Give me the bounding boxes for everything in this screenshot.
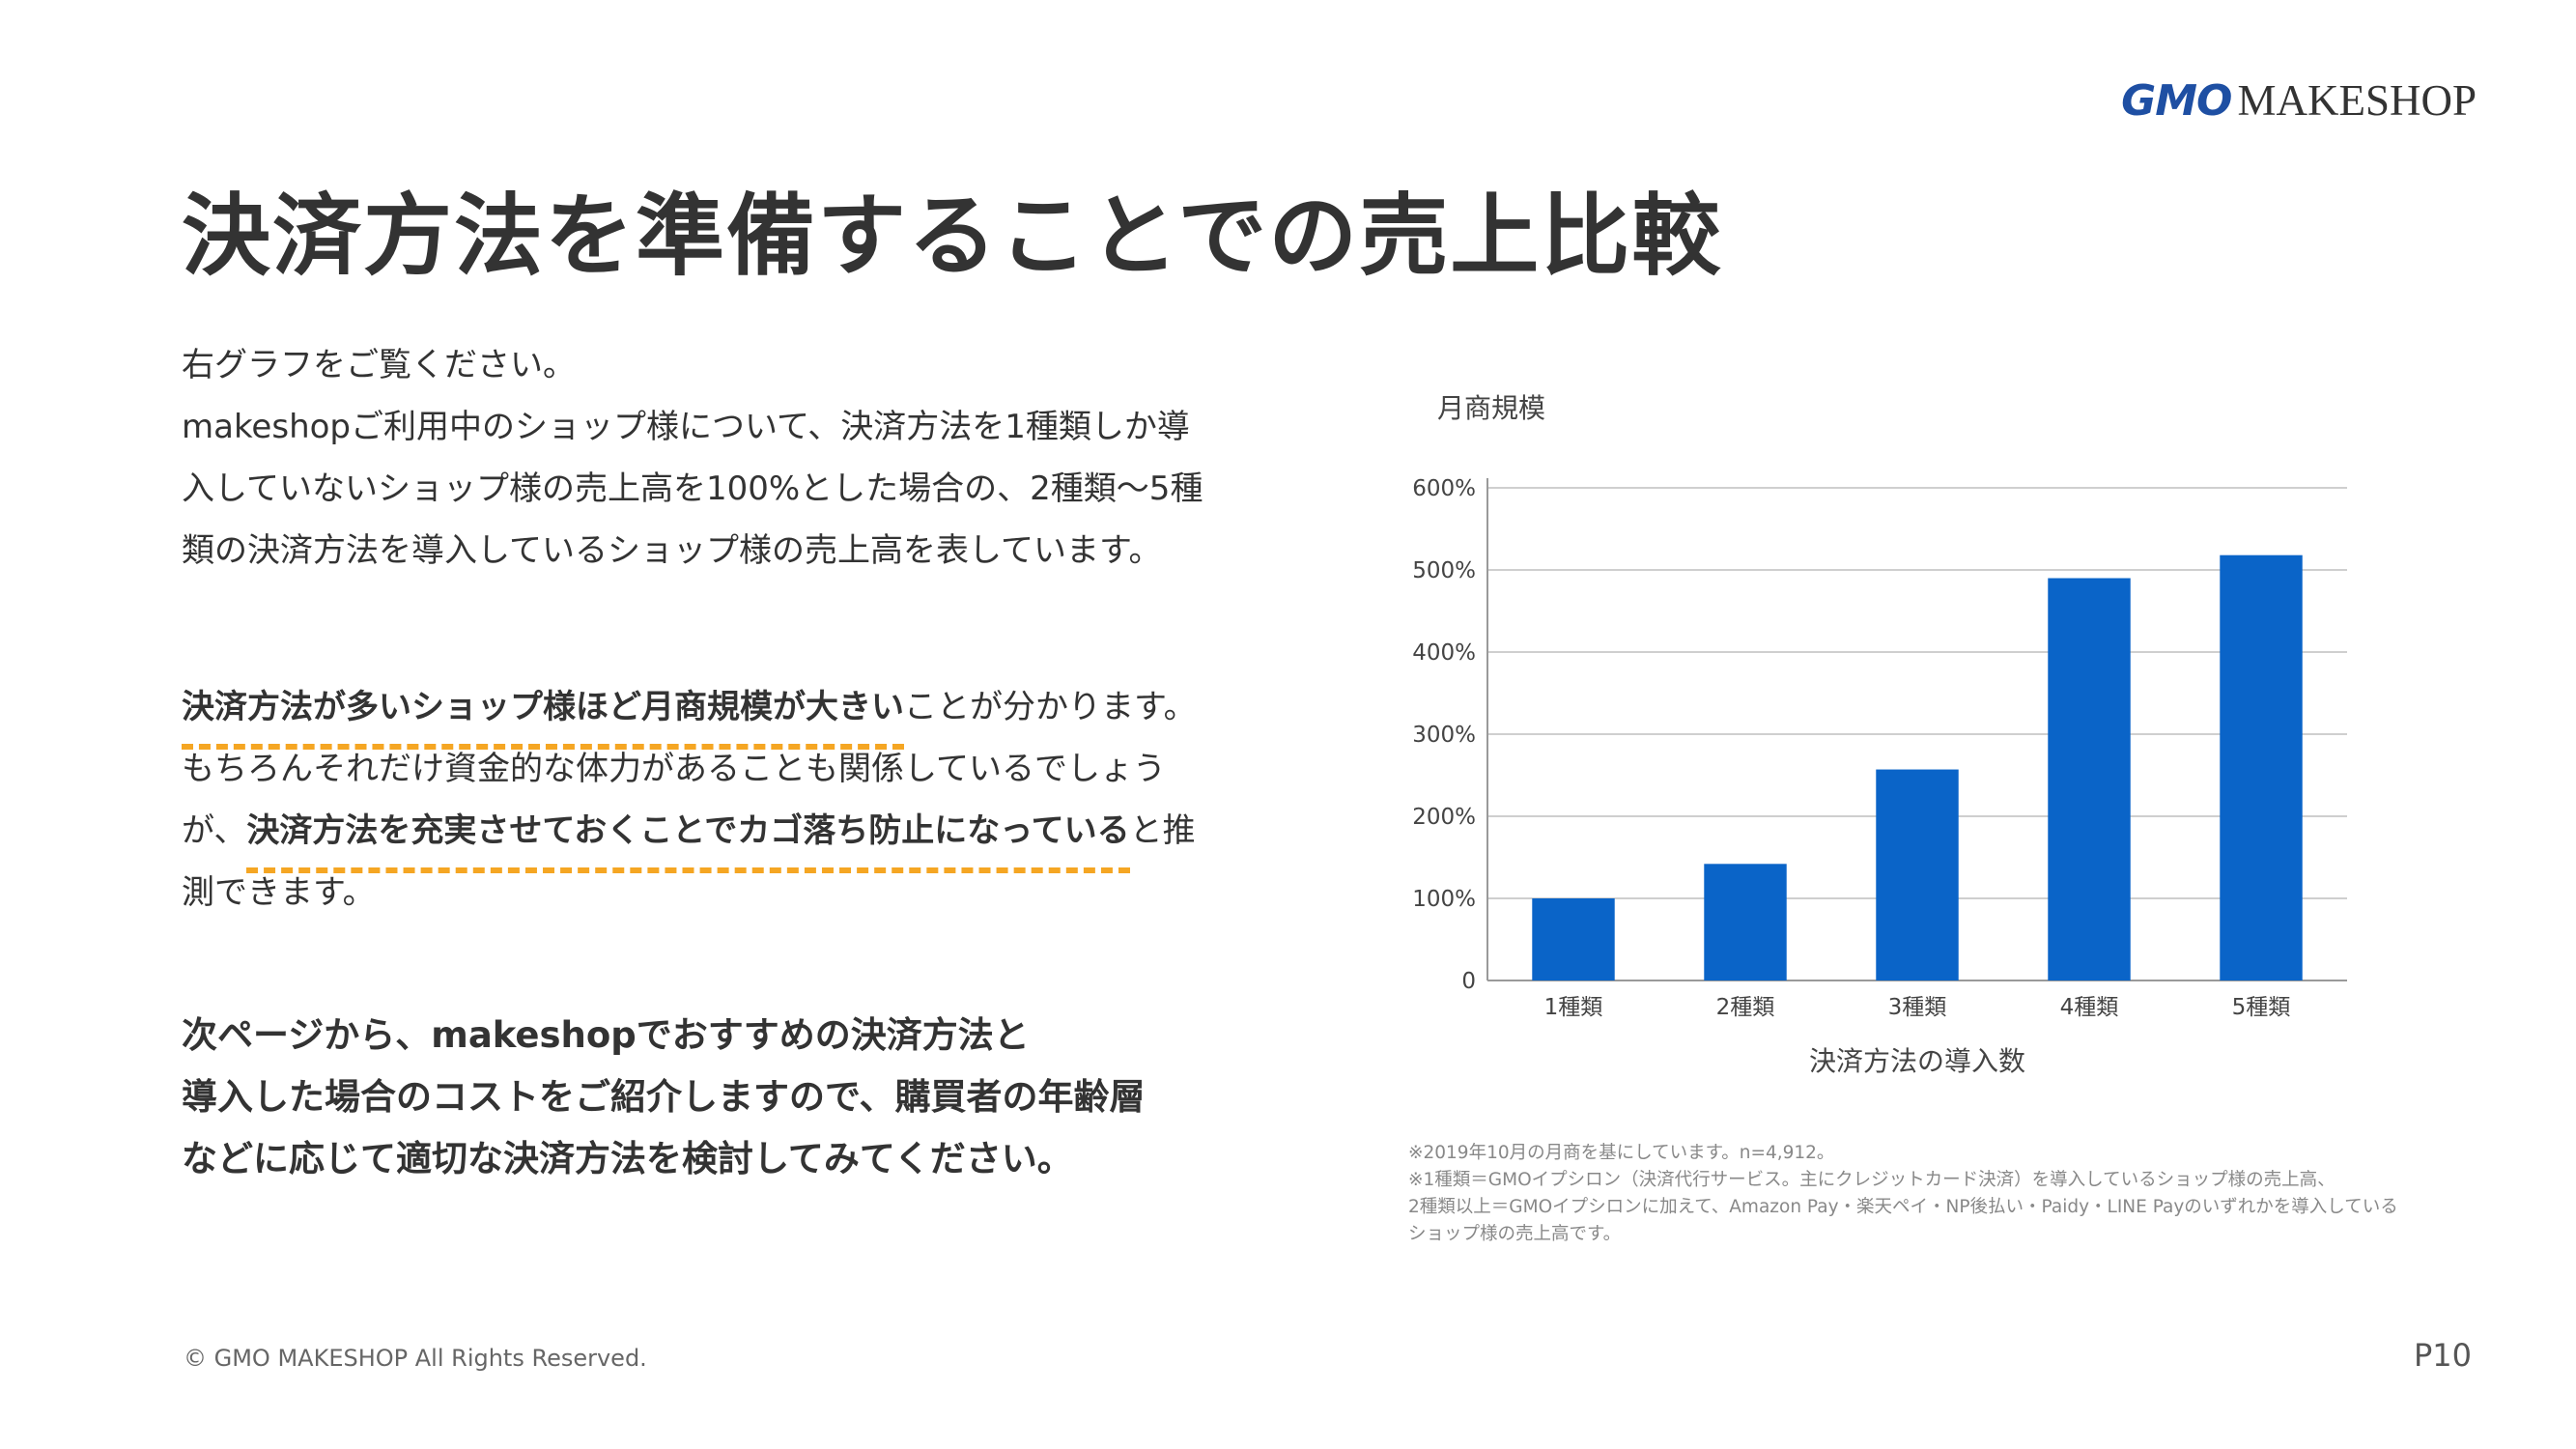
x-axis-title: 決済方法の導入数 [1809,1045,2025,1077]
copyright: © GMO MAKESHOP All Rights Reserved. [184,1345,647,1372]
chart-notes: ※2019年10月の月商を基にしています。n=4,912。 ※1種類＝GMOイプ… [1408,1140,2398,1248]
bar [1876,769,1959,980]
page-number: P10 [2413,1337,2472,1374]
x-tick-label: 3種類 [1888,995,1947,1020]
intro-line: 右グラフをご覧ください。 [182,346,576,384]
finding-line-2: もちろんそれだけ資金的な体力があることも関係しているでしょう [182,750,1166,788]
x-tick-label: 1種類 [1544,995,1603,1020]
page-title: 決済方法を準備することでの売上比較 [182,185,1723,288]
finding-line-4: 測できます。 [182,873,376,912]
finding-text: が、 [182,811,247,850]
gmo-makeshop-logo: GMO MAKESHOP [2121,75,2477,126]
logo-brand: MAKESHOP [2237,76,2477,125]
y-tick-label: 500% [1412,558,1476,583]
sales-comparison-chart: 0 100% 200% 300% 400% 500% 600% 1種類 2種類 3種類 4種類 5種類… [1372,382,2473,1096]
intro-line: 類の決済方法を導入しているショップ様の売上高を表しています。 [182,531,1162,570]
note-line: ※2019年10月の月商を基にしています。n=4,912。 [1408,1143,1835,1163]
intro-paragraph: 右グラフをご覧ください。 makeshopご利用中のショップ様について、決済方法… [182,334,1254,582]
finding-text: と推 [1129,811,1196,850]
y-tick-label: 0 [1461,969,1476,994]
y-tick-label: 300% [1412,723,1476,748]
x-tick-label: 5種類 [2232,995,2291,1020]
bar [2220,554,2303,980]
finding-line-1: 決済方法が多いショップ様ほど月商規模が大きいことが分かります。 [182,676,1254,750]
finding-line-3: が、決済方法を充実させておくことでカゴ落ち防止になっていると推 [182,800,1254,873]
note-line: 2種類以上＝GMOイプシロンに加えて、Amazon Pay・楽天ペイ・NP後払い… [1408,1197,2398,1217]
y-tick-label: 100% [1412,887,1476,912]
finding-paragraph: 決済方法が多いショップ様ほど月商規模が大きいことが分かります。 もちろんそれだけ… [182,676,1254,923]
finding-text: ことが分かります。 [904,688,1197,726]
intro-line: 入していないショップ様の売上高を100%とした場合の、2種類〜5種 [182,469,1203,508]
bar [2048,578,2131,980]
bar [1704,864,1787,980]
bar [1532,898,1615,980]
next-line: 次ページから、makeshopでおすすめの決済方法と [182,1014,1030,1056]
next-line: などに応じて適切な決済方法を検討してみてください。 [182,1138,1073,1179]
highlight-sales-scale: 決済方法が多いショップ様ほど月商規模が大きい [182,676,904,750]
y-tick-label: 200% [1412,805,1476,830]
x-tick-label: 2種類 [1716,995,1775,1020]
note-line: ショップ様の売上高です。 [1408,1224,1622,1244]
y-tick-label: 400% [1412,640,1476,666]
logo-gmo: GMO [2121,76,2232,126]
next-page-paragraph: 次ページから、makeshopでおすすめの決済方法と 導入した場合のコストをご紹… [182,1005,1254,1190]
y-axis-title: 月商規模 [1437,392,1545,424]
next-line: 導入した場合のコストをご紹介しますので、購買者の年齢層 [182,1076,1146,1118]
bar-chart-svg: 0 100% 200% 300% 400% 500% 600% 1種類 2種類 3種類 4種類 5種類… [1412,392,2347,1077]
highlight-cart-abandonment: 決済方法を充実させておくことでカゴ落ち防止になっている [246,800,1130,873]
x-tick-label: 4種類 [2060,995,2119,1020]
y-tick-label: 600% [1412,476,1476,501]
note-line: ※1種類＝GMOイプシロン（決済代行サービス。主にクレジットカード決済）を導入し… [1408,1170,2335,1190]
intro-line: makeshopご利用中のショップ様について、決済方法を1種類しか導 [182,408,1190,446]
